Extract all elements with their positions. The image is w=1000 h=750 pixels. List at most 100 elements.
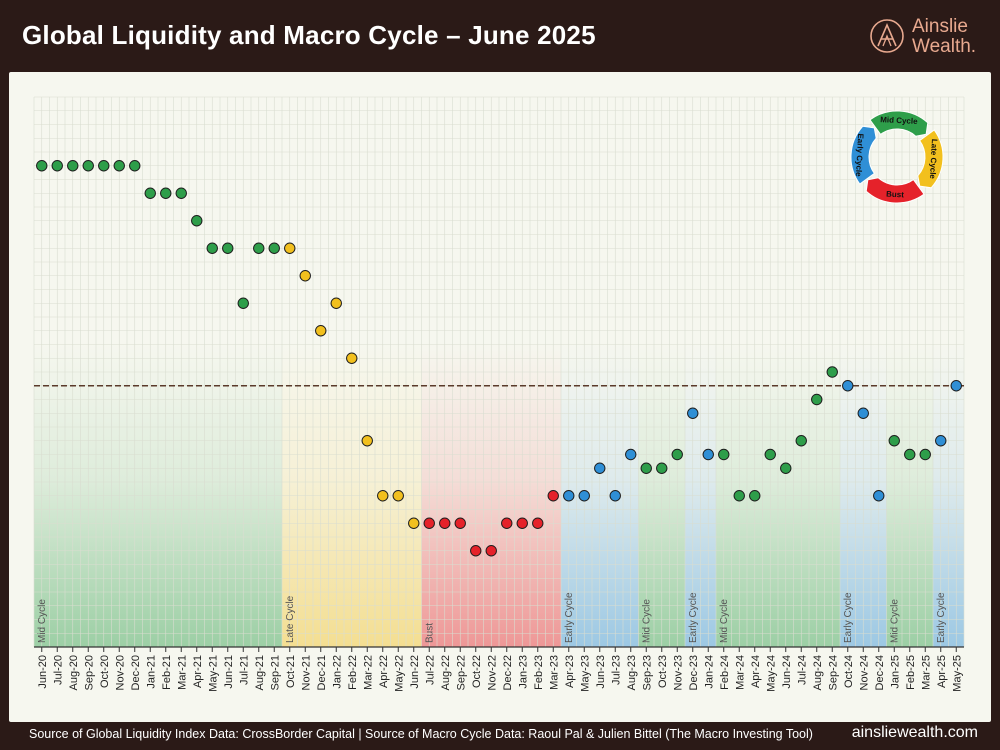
- cycle-wheel: Mid Cycle Late Cycle Bust Early Cycle: [850, 110, 944, 204]
- data-point: [346, 352, 358, 364]
- x-tick-label: Jun-20: [37, 655, 49, 689]
- chart-area: Mid Cycle Late Cycle Bust Early Cycle Mid Cy…: [33, 96, 965, 692]
- x-tick-label: Aug-24: [812, 655, 824, 690]
- cycle-wheel-label: Bust: [886, 189, 905, 199]
- brand-name-line1: Ainslie: [912, 16, 968, 37]
- x-tick-label: Oct-24: [843, 655, 855, 688]
- data-point: [625, 448, 637, 461]
- data-point: [237, 297, 249, 309]
- phase-band-label: Early Cycle: [688, 592, 699, 643]
- x-tick-label: Jan-23: [517, 655, 529, 689]
- cycle-wheel-label: Late Cycle: [928, 139, 939, 180]
- data-point: [873, 490, 885, 502]
- x-tick-label: Jun-22: [409, 655, 421, 689]
- data-point: [656, 462, 668, 474]
- x-tick-label: Oct-23: [657, 655, 669, 688]
- x-tick-label: Jan-24: [703, 655, 715, 689]
- data-point: [330, 297, 342, 309]
- data-point: [702, 448, 714, 461]
- cycle-wheel-label: Mid Cycle: [880, 115, 918, 126]
- x-tick-label: Mar-24: [734, 655, 746, 690]
- x-tick-label: Aug-21: [254, 655, 266, 690]
- x-tick-label: Dec-21: [316, 655, 328, 690]
- cycle-wheel-segment: [869, 110, 929, 137]
- cycle-wheel-segment: [917, 129, 944, 189]
- data-point: [144, 187, 156, 199]
- footer-source: Source of Global Liquidity Index Data: C…: [29, 727, 813, 741]
- header: Global Liquidity and Macro Cycle – June …: [0, 0, 1000, 70]
- data-point: [826, 366, 838, 378]
- footer-url[interactable]: ainsliewealth.com: [851, 724, 978, 741]
- x-tick-label: Apr-23: [564, 655, 576, 688]
- data-point: [563, 490, 575, 502]
- x-tick-label: Sep-21: [269, 655, 281, 690]
- phase-band-label: Early Cycle: [936, 592, 947, 643]
- data-point: [919, 448, 931, 461]
- data-point: [377, 490, 389, 502]
- phase-band-label: Late Cycle: [285, 595, 296, 643]
- x-tick-label: Mar-22: [362, 655, 374, 690]
- x-tick-label: Sep-24: [827, 655, 839, 690]
- data-point: [315, 325, 327, 337]
- x-tick-label: Nov-20: [114, 655, 126, 690]
- data-point: [175, 187, 187, 199]
- x-tick-label: Jul-24: [796, 655, 808, 685]
- data-point: [470, 545, 482, 557]
- data-point: [36, 160, 48, 172]
- x-tick-label: Sep-23: [641, 655, 653, 690]
- x-tick-label: May-22: [393, 655, 405, 692]
- x-tick-label: Jan-25: [889, 655, 901, 689]
- data-point: [284, 242, 296, 254]
- x-tick-label: Jul-20: [52, 655, 64, 685]
- data-point: [718, 448, 730, 461]
- x-tick-label: Feb-22: [347, 655, 359, 690]
- x-tick-label: May-23: [579, 655, 591, 692]
- x-tick-label: Jan-22: [331, 655, 343, 689]
- data-point: [439, 517, 451, 529]
- data-point: [392, 490, 404, 502]
- data-point: [299, 270, 311, 282]
- x-tick-label: Mar-23: [548, 655, 560, 690]
- x-tick-label: Sep-20: [83, 655, 95, 690]
- data-point: [935, 435, 947, 447]
- phase-band-label: Mid Cycle: [642, 599, 653, 643]
- x-tick-label: Apr-24: [750, 655, 762, 688]
- x-tick-label: Apr-25: [936, 655, 948, 688]
- phase-band-label: Mid Cycle: [719, 599, 730, 643]
- data-point: [578, 490, 590, 502]
- data-point: [888, 435, 900, 447]
- x-tick-label: Dec-23: [688, 655, 700, 690]
- data-point: [795, 435, 807, 447]
- page-title: Global Liquidity and Macro Cycle – June …: [22, 20, 596, 50]
- data-point: [82, 160, 94, 172]
- x-tick-label: Apr-21: [192, 655, 204, 688]
- x-tick-label: Dec-24: [874, 655, 886, 690]
- data-point: [67, 160, 79, 172]
- data-point: [113, 160, 125, 172]
- data-point: [857, 407, 869, 419]
- x-tick-label: Jul-22: [424, 655, 436, 685]
- brand-logo: Ainslie Wealth.: [868, 16, 988, 57]
- data-point: [532, 517, 544, 529]
- data-point: [253, 242, 265, 254]
- cycle-wheel-segment: [865, 177, 925, 204]
- data-point: [547, 490, 559, 502]
- x-tick-label: Oct-21: [285, 655, 297, 688]
- data-point: [454, 517, 466, 529]
- data-point: [749, 490, 761, 502]
- x-tick-label: Feb-23: [533, 655, 545, 690]
- x-tick-label: Apr-22: [378, 655, 390, 688]
- data-point: [780, 462, 792, 474]
- data-point: [501, 517, 513, 529]
- x-tick-label: Jul-23: [610, 655, 622, 685]
- x-tick-label: Nov-23: [672, 655, 684, 690]
- data-point: [516, 517, 528, 529]
- phase-band-label: Bust: [425, 623, 436, 643]
- data-point: [687, 407, 699, 419]
- data-point: [268, 242, 280, 254]
- data-point: [129, 160, 141, 172]
- x-tick-label: Nov-21: [300, 655, 312, 690]
- data-point: [423, 517, 435, 529]
- x-tick-label: Jan-21: [145, 655, 157, 689]
